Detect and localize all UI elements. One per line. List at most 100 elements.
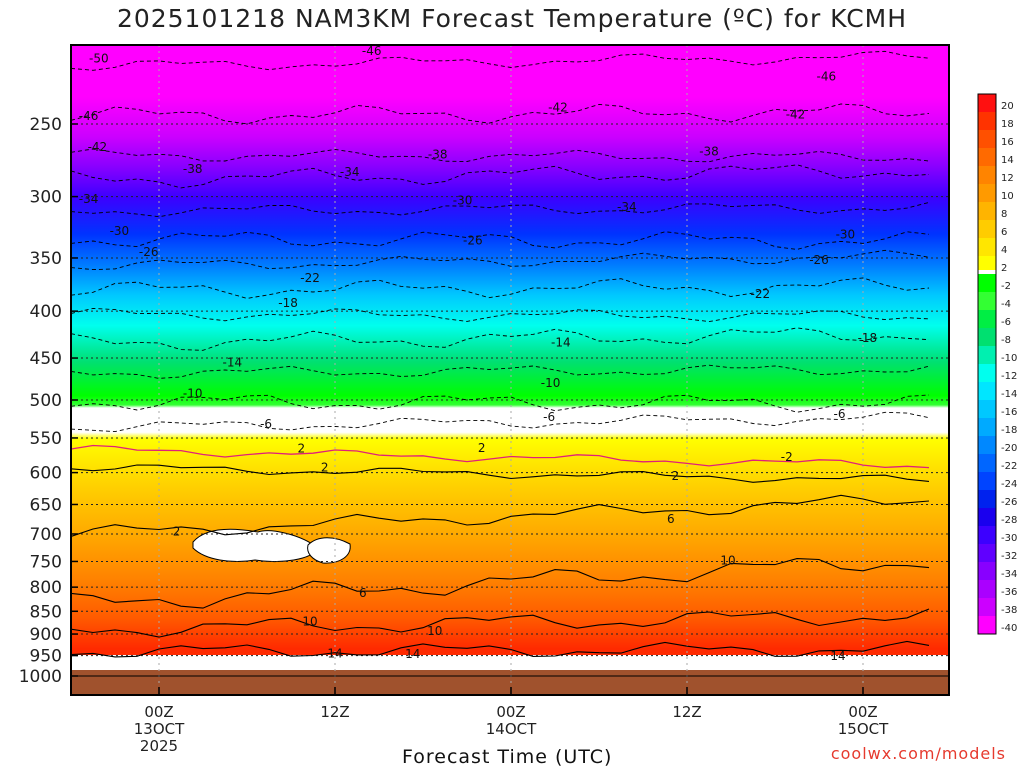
contour-label: -42	[786, 107, 806, 121]
colorbar-swatch	[978, 472, 996, 490]
colorbar-swatch	[978, 490, 996, 508]
solid-contour	[71, 464, 930, 483]
colorbar-swatch	[978, 526, 996, 544]
colorbar-label: 4	[1001, 245, 1007, 256]
colorbar-label: -16	[1001, 407, 1017, 418]
dashed-contour	[71, 277, 930, 299]
colorbar-label: 8	[1001, 209, 1007, 220]
colorbar-label: -40	[1001, 623, 1017, 634]
contour-label: -10	[183, 387, 203, 401]
colorbar-label: -32	[1001, 551, 1017, 562]
colorbar-swatch	[978, 328, 996, 346]
colorbar-label: -8	[1001, 335, 1011, 346]
contour-label: -10	[541, 376, 561, 390]
colorbar-swatch	[978, 508, 996, 526]
colorbar-swatch	[978, 112, 996, 130]
colorbar-swatch	[978, 130, 996, 148]
credit-text: coolwx.com/models	[830, 744, 1006, 763]
contour-label: -46	[817, 70, 837, 84]
colorbar-swatch	[978, 454, 996, 472]
dashed-contour	[71, 327, 930, 351]
y-tick-label: 400	[30, 302, 62, 322]
colorbar-label: 14	[1001, 155, 1014, 166]
colorbar-swatch	[978, 616, 996, 634]
contour-label: -18	[858, 331, 878, 345]
contour-label: -46	[79, 109, 99, 123]
contour-label: 10	[427, 624, 442, 638]
contour-label: -26	[463, 234, 483, 248]
contour-label: -22	[751, 287, 771, 301]
colorbar-swatch	[978, 274, 996, 292]
colorbar-label: 10	[1001, 191, 1014, 202]
colorbar-swatch	[978, 94, 996, 112]
colorbar-swatch	[978, 292, 996, 310]
contour-label: 14	[830, 649, 845, 663]
gridlines	[71, 45, 949, 695]
x-tick-label: 15OCT	[838, 720, 889, 738]
y-tick-label: 550	[30, 429, 62, 449]
colorbar-label: -14	[1001, 389, 1017, 400]
contour-label: 2	[321, 460, 329, 474]
contour-labels: -50 -46 -46 -46 -42 -42 -42 -38 -38 -38 -34 -34 -34 -…	[79, 44, 878, 663]
contour-label: 10	[720, 553, 735, 567]
contour-label: -34	[340, 165, 360, 179]
colorbar-label: -34	[1001, 569, 1017, 580]
colorbar-swatch	[978, 562, 996, 580]
x-tick-label: 14OCT	[486, 720, 537, 738]
contour-label: -26	[809, 253, 829, 267]
solid-contour	[71, 558, 930, 609]
colorbar-label: -20	[1001, 443, 1017, 454]
x-tick-label: 2025	[140, 737, 178, 755]
colorbar-label: -22	[1001, 461, 1017, 472]
colorbar-label: -18	[1001, 425, 1017, 436]
colorbar-swatch	[978, 580, 996, 598]
colorbar-label: 18	[1001, 119, 1014, 130]
colorbar-swatch	[978, 418, 996, 436]
y-tick-label: 700	[30, 525, 62, 545]
contour-label: -14	[551, 336, 571, 350]
freezing-pockets	[192, 528, 351, 564]
x-tick-label: 00Z	[496, 703, 525, 721]
dashed-contour	[71, 164, 930, 189]
contour-label: 2	[671, 469, 679, 483]
dashed-contour	[71, 307, 930, 323]
dashed-contour	[71, 394, 930, 413]
contour-label: -38	[183, 162, 203, 176]
colorbar-label: -24	[1001, 479, 1017, 490]
contour-lines	[71, 50, 930, 658]
contour-label: -38	[428, 148, 448, 162]
contour-label: -30	[836, 228, 856, 242]
chart-title: 2025101218 NAM3KM Forecast Temperature (…	[116, 4, 908, 33]
contour-label: -46	[362, 44, 382, 58]
colorbar-label: -38	[1001, 605, 1017, 616]
contour-label: -34	[79, 192, 99, 206]
contour-label: -6	[543, 410, 555, 424]
dashed-contour	[71, 231, 930, 250]
y-tick-label: 750	[30, 552, 62, 572]
y-tick-label: 350	[30, 249, 62, 269]
y-tick-label: 850	[30, 602, 62, 622]
colorbar-swatch	[978, 364, 996, 382]
colorbar-label: -30	[1001, 533, 1017, 544]
contour-label: 2	[297, 442, 305, 456]
colorbar-label: 20	[1001, 101, 1014, 112]
colorbar-swatch	[978, 436, 996, 454]
colorbar-label: 2	[1001, 263, 1007, 274]
warm-pocket-2	[307, 537, 351, 564]
colorbar-swatch	[978, 382, 996, 400]
colorbar-swatch	[978, 220, 996, 238]
contour-label: 2	[173, 525, 181, 539]
contour-label: -18	[278, 296, 298, 310]
colorbar-label: -36	[1001, 587, 1017, 598]
contour-label: 2	[478, 441, 486, 455]
solid-contour	[71, 640, 930, 658]
colorbar-label: -6	[1001, 317, 1011, 328]
x-tick-label: 13OCT	[134, 720, 185, 738]
dashed-contour	[71, 249, 930, 271]
y-tick-label: 650	[30, 495, 62, 515]
colorbar-label: 6	[1001, 227, 1007, 238]
contour-label: -22	[300, 271, 320, 285]
contour-label: -26	[139, 245, 159, 259]
